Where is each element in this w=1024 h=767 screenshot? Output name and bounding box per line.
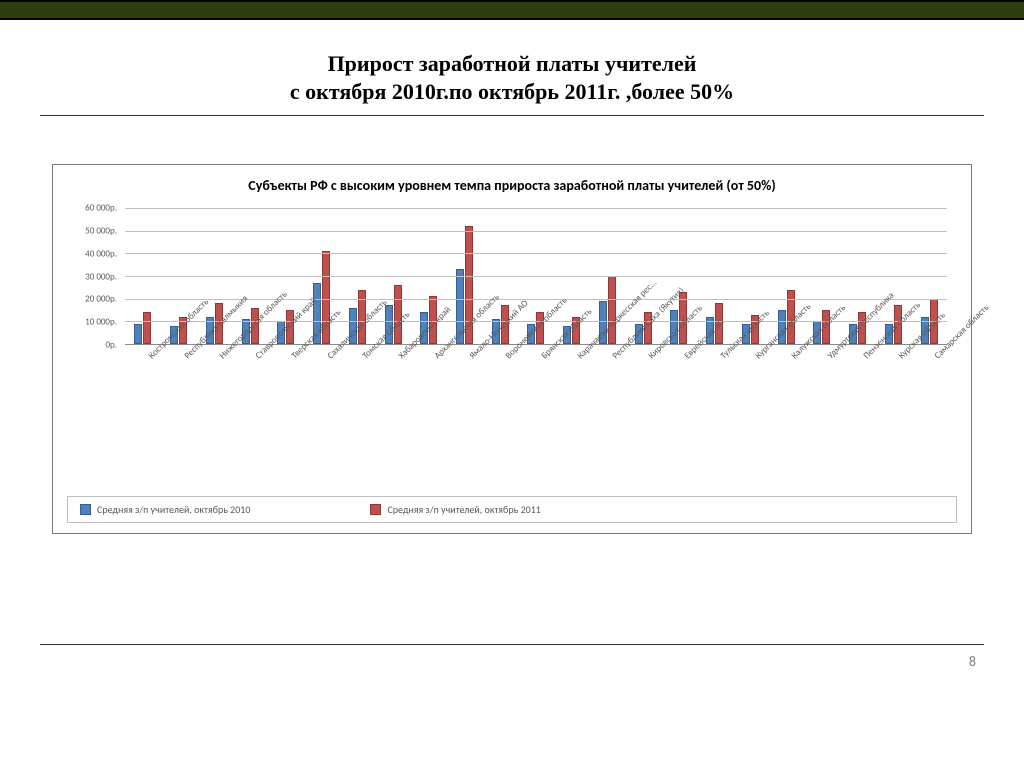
slide-title-line1: Прирост заработной платы учителей <box>328 51 697 76</box>
x-tick-label: Ямало-Ненецкий АО <box>468 345 489 366</box>
y-tick-label: 20 000р. <box>85 294 117 305</box>
x-tick-label: Самарская область <box>932 345 953 366</box>
slide-title-line2: с октября 2010г.по октябрь 2011г. ,более… <box>290 79 734 104</box>
chart-legend: Средняя з/п учителей, октябрь 2010 Средн… <box>67 496 957 523</box>
slide-title: Прирост заработной платы учителей с октя… <box>40 50 984 105</box>
chart-container: Субъекты РФ с высоким уровнем темпа прир… <box>52 164 972 534</box>
x-tick-label: Республика Саха (Якутия) <box>611 345 632 366</box>
x-tick-label: Карачаево-Черкесская рес... <box>575 345 596 366</box>
y-tick-label: 40 000р. <box>85 248 117 259</box>
y-tick-label: 50 000р. <box>85 225 117 236</box>
y-axis-labels: 0р.10 000р.20 000р.30 000р.40 000р.50 00… <box>67 208 121 345</box>
chart-title: Субъекты РФ с высоким уровнем темпа прир… <box>53 165 971 200</box>
footer-divider <box>40 644 984 645</box>
x-tick-label: Нижегородская область <box>217 345 238 366</box>
title-divider <box>40 115 984 116</box>
gridline <box>125 208 947 209</box>
top-accent-band <box>0 0 1024 20</box>
bar <box>134 324 142 344</box>
x-tick-label: Пензенская область <box>861 345 882 366</box>
x-tick-label: Еврейская АО <box>682 345 703 366</box>
gridline <box>125 231 947 232</box>
x-tick-label: Курская область <box>896 345 917 366</box>
x-tick-label: Кировская область <box>646 345 667 366</box>
legend-item-0: Средняя з/п учителей, октябрь 2010 <box>80 503 250 516</box>
x-tick-label: Сахалинская область <box>325 345 346 366</box>
x-tick-label: Курганская область <box>754 345 775 366</box>
x-tick-label: Архангельская область <box>432 345 453 366</box>
x-tick-label: Тульская область <box>718 345 739 366</box>
x-tick-label: Брянская область <box>539 345 560 366</box>
legend-swatch-1 <box>370 504 381 515</box>
x-tick-label: Республика Калмыкия <box>182 345 203 366</box>
gridline <box>125 276 947 277</box>
bar <box>143 312 151 344</box>
y-tick-label: 60 000р. <box>85 203 117 214</box>
legend-swatch-0 <box>80 504 91 515</box>
x-axis-labels: Костромская область Республика Калмыкия Ни… <box>125 345 947 363</box>
gridline <box>125 253 947 254</box>
page-number: 8 <box>0 653 976 670</box>
legend-item-1: Средняя з/п учителей, октябрь 2011 <box>370 503 540 516</box>
legend-label-0: Средняя з/п учителей, октябрь 2010 <box>97 503 250 516</box>
chart-plot: 0р. 10 000р. 20 000р. 30 000р. 40 000р. 50 00… <box>67 208 957 363</box>
x-tick-label: Удмуртская Республика <box>825 345 846 366</box>
y-tick-label: 10 000р. <box>85 317 117 328</box>
x-tick-label: Хабаровский край <box>396 345 417 366</box>
x-tick-label: Воронежская область <box>503 345 524 366</box>
x-tick-label: Томская область <box>360 345 381 366</box>
x-tick-label: Тверская область <box>289 345 310 366</box>
x-tick-label: Ставропольский край <box>253 345 274 366</box>
x-tick-label: Калужская область <box>789 345 810 366</box>
y-tick-label: 0р. <box>105 340 117 351</box>
y-tick-label: 30 000р. <box>85 271 117 282</box>
x-tick-label: Костромская область <box>146 345 167 366</box>
legend-label-1: Средняя з/п учителей, октябрь 2011 <box>387 503 540 516</box>
